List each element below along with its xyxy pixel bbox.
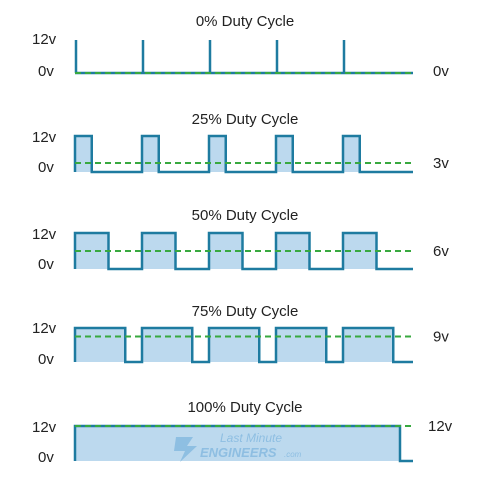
panel-title: 0% Duty Cycle — [196, 13, 294, 30]
high-voltage-label: 12v — [32, 320, 57, 337]
watermark-line2: ENGINEERS — [200, 445, 277, 460]
pulse-fill — [276, 136, 293, 172]
watermark: Last Minute ENGINEERS .com — [174, 431, 302, 462]
pulse-fill — [75, 426, 400, 461]
pwm-signal-line — [73, 231, 413, 271]
pulse-fill — [209, 136, 226, 172]
low-voltage-label: 0v — [38, 159, 54, 176]
pulse-fill — [75, 136, 92, 172]
panel-50-percent: 50% Duty Cycle 12v 0v 6v — [32, 207, 449, 273]
pulse-fill — [343, 328, 394, 362]
average-voltage-label: 12v — [428, 418, 453, 435]
pwm-signal-line — [73, 134, 413, 174]
pwm-signal-line — [74, 40, 413, 75]
panel-0-percent: 0% Duty Cycle 12v 0v 0v — [32, 13, 449, 80]
panel-25-percent: 25% Duty Cycle 12v 0v 3v — [32, 111, 449, 176]
high-voltage-label: 12v — [32, 129, 57, 146]
pulse-fill — [75, 328, 126, 362]
average-voltage-label: 3v — [433, 155, 449, 172]
low-voltage-label: 0v — [38, 351, 54, 368]
high-voltage-label: 12v — [32, 31, 57, 48]
panel-100-percent: 100% Duty Cycle 12v 0v 12v — [32, 399, 453, 466]
low-voltage-label: 0v — [38, 256, 54, 273]
average-voltage-label: 6v — [433, 243, 449, 260]
watermark-suffix: .com — [284, 450, 302, 459]
high-voltage-label: 12v — [32, 419, 57, 436]
watermark-line1: Last Minute — [220, 431, 282, 445]
pulse-fill — [142, 136, 159, 172]
low-voltage-label: 0v — [38, 449, 54, 466]
pulse-fill — [209, 328, 260, 362]
lightning-logo-icon — [174, 437, 197, 462]
panel-75-percent: 75% Duty Cycle 12v 0v 9v — [32, 303, 449, 368]
panels-group: 0% Duty Cycle 12v 0v 0v 25% Duty Cycle 12v 0v 3… — [32, 13, 453, 466]
panel-title: 75% Duty Cycle — [192, 303, 299, 320]
panel-title: 50% Duty Cycle — [192, 207, 299, 224]
panel-title: 100% Duty Cycle — [187, 399, 302, 416]
panel-title: 25% Duty Cycle — [192, 111, 299, 128]
pulse-fill — [343, 136, 360, 172]
low-voltage-label: 0v — [38, 63, 54, 80]
pulse-fill — [142, 328, 193, 362]
high-voltage-label: 12v — [32, 226, 57, 243]
pulse-fill — [276, 233, 310, 269]
pwm-signal-line — [73, 326, 413, 364]
average-voltage-label: 9v — [433, 329, 449, 346]
pulse-fill — [276, 328, 327, 362]
average-voltage-label: 0v — [433, 63, 449, 80]
